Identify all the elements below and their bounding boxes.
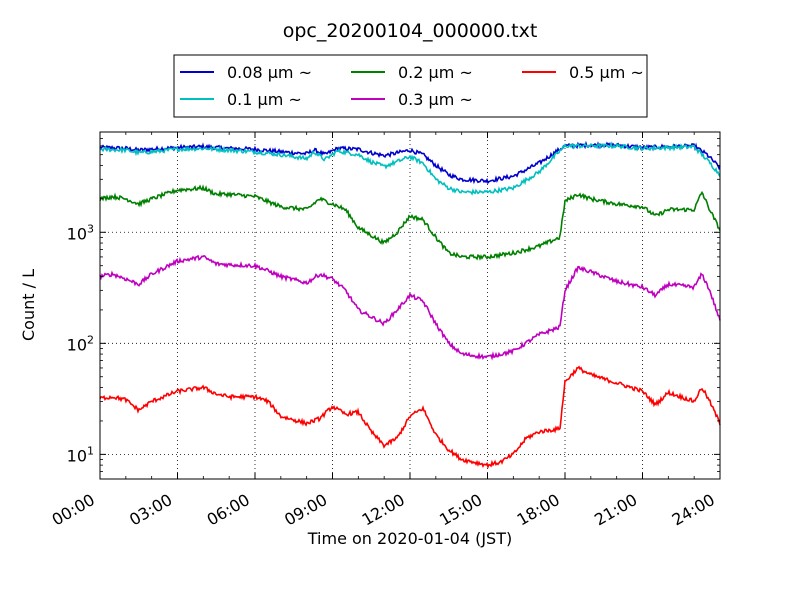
x-tick-label: 18:00 <box>514 490 563 530</box>
y-tick-labels: 101 102 103 <box>67 222 94 465</box>
series-line-5 <box>99 365 721 469</box>
x-tick-label: 06:00 <box>204 490 253 530</box>
axis-ticks <box>99 131 721 480</box>
x-tick-label: 03:00 <box>126 490 175 530</box>
y-tick-label: 102 <box>67 333 94 354</box>
x-axis-label: Time on 2020-01-04 (JST) <box>307 529 512 548</box>
x-tick-label: 24:00 <box>669 490 718 530</box>
legend-label: 0.2 μm ~ <box>398 63 473 82</box>
legend-label: 0.08 μm ~ <box>227 63 312 82</box>
x-tick-label: 09:00 <box>281 490 330 530</box>
grid <box>100 132 720 479</box>
y-axis-label: Count / L <box>19 269 38 341</box>
series-lines <box>99 140 721 469</box>
x-tick-label: 12:00 <box>359 490 408 530</box>
x-tick-label: 15:00 <box>436 490 485 530</box>
series-line-4 <box>99 254 721 361</box>
legend: 0.08 μm ~ 0.1 μm ~ 0.2 μm ~ 0.3 μm ~ 0.5 μm … <box>173 54 648 118</box>
series-line-3 <box>99 184 721 261</box>
legend-label: 0.1 μm ~ <box>227 90 302 109</box>
series-line-2 <box>99 141 721 196</box>
legend-label: 0.5 μm ~ <box>569 63 644 82</box>
y-tick-label: 103 <box>67 222 94 243</box>
legend-label: 0.3 μm ~ <box>398 90 473 109</box>
y-tick-label: 101 <box>67 444 94 465</box>
legend-box <box>173 54 648 118</box>
x-tick-label: 21:00 <box>591 490 640 530</box>
x-tick-label: 00:00 <box>49 490 98 530</box>
chart-title: opc_20200104_000000.txt <box>283 20 538 42</box>
x-tick-labels: 00:00 03:00 06:00 09:00 12:00 15:00 18:00 21:00… <box>49 490 718 530</box>
